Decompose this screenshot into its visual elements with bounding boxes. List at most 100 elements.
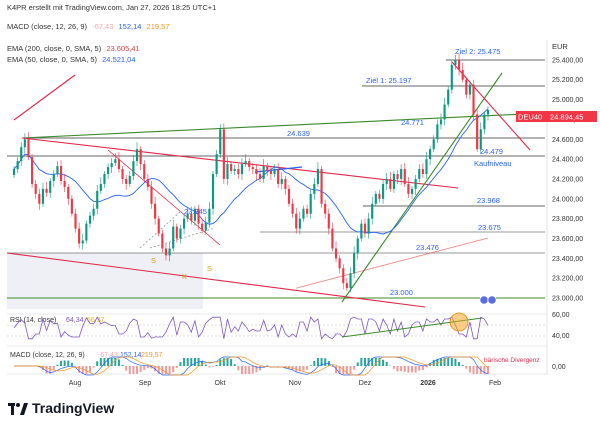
- candle: [132, 155, 135, 180]
- macd-bar: [284, 366, 287, 368]
- macd-bar: [212, 366, 215, 367]
- candle: [360, 219, 363, 242]
- macd-bar: [298, 366, 301, 372]
- macd-bar: [320, 358, 323, 366]
- macd-bar: [136, 366, 139, 374]
- macd-bar: [125, 366, 128, 371]
- x-tick-label: Dez: [359, 380, 372, 387]
- candle: [273, 164, 276, 177]
- label-23968: 23.968: [477, 196, 500, 205]
- legend-ema50-label: EMA (50, close, 0, SMA, 5): [7, 55, 98, 64]
- macd-bar: [233, 364, 236, 366]
- macd-bar: [132, 366, 135, 374]
- macd-bar: [411, 366, 414, 373]
- legend-ema200-value: 23.605,41: [106, 44, 140, 53]
- candle: [457, 53, 461, 76]
- candle: [23, 133, 26, 154]
- macd-bar: [74, 366, 77, 367]
- footer-brand[interactable]: TradingView: [8, 400, 114, 416]
- candle: [396, 170, 399, 184]
- ticker-price: 24.894,45: [550, 113, 583, 122]
- candle: [121, 166, 124, 184]
- candle: [154, 196, 157, 225]
- candle: [306, 204, 309, 218]
- candle: [334, 241, 338, 263]
- label-kaufniveau: Kaufniveau: [474, 159, 512, 168]
- macd-bar: [183, 358, 186, 366]
- y-tick-label: 24.400,00: [552, 157, 583, 164]
- candle: [172, 219, 175, 252]
- macd-bar: [382, 359, 385, 366]
- macd-bar: [255, 366, 258, 373]
- candle: [443, 97, 446, 126]
- macd-bar: [219, 359, 222, 366]
- candle: [371, 196, 374, 225]
- candle: [78, 222, 81, 249]
- candle: [237, 164, 240, 179]
- alert-markers[interactable]: [479, 295, 497, 305]
- candle: [320, 166, 323, 208]
- candle: [295, 207, 298, 234]
- label-24479: 24.479: [480, 147, 503, 156]
- macd-bar: [157, 366, 160, 374]
- macd-bar: [392, 366, 395, 369]
- candle: [454, 54, 457, 70]
- y-tick-label: 24.000,00: [552, 196, 583, 203]
- candle: [381, 178, 385, 204]
- legend-ema200[interactable]: EMA (200, close, 0, SMA, 5) 23.605,41: [7, 44, 143, 53]
- candle: [125, 174, 128, 190]
- macd-bar: [179, 362, 182, 366]
- candle: [345, 278, 348, 292]
- candle: [139, 146, 142, 171]
- y-tick-label: 23.800,00: [552, 216, 583, 223]
- macd-bar: [345, 366, 348, 374]
- macd-bar: [63, 360, 66, 366]
- candle: [468, 80, 471, 100]
- macd-bar: [349, 366, 352, 374]
- macd-bar: [226, 358, 229, 366]
- candle: [92, 203, 95, 221]
- candle: [353, 246, 356, 279]
- macd-bar: [454, 358, 457, 366]
- candle: [302, 205, 305, 222]
- macd-bar: [230, 359, 233, 366]
- macd-bar: [353, 366, 356, 370]
- macd-bar: [331, 366, 334, 368]
- candle: [38, 188, 41, 210]
- macd-tick-0: 0,00: [552, 364, 566, 371]
- candle: [240, 158, 244, 180]
- candle: [56, 161, 59, 177]
- candles: [12, 53, 490, 293]
- macd-bar: [302, 366, 305, 371]
- macd-bar: [45, 366, 48, 374]
- macd-bar: [150, 366, 153, 369]
- x-tick-label: Okt: [215, 380, 226, 387]
- candle: [400, 164, 403, 185]
- candle: [215, 150, 218, 177]
- rsi-label: RSI (14, close): [10, 317, 56, 324]
- macd-bar: [70, 362, 73, 366]
- marker-icon[interactable]: [479, 295, 489, 305]
- candle: [20, 142, 23, 167]
- pattern-label-s1: S: [151, 256, 156, 265]
- legend-ema50[interactable]: EMA (50, close, 0, SMA, 5) 24.521,04: [7, 55, 139, 64]
- macd-bar: [335, 366, 338, 374]
- candle: [201, 218, 204, 234]
- y-tick-label: 23.000,00: [552, 296, 583, 303]
- macd-bar: [425, 366, 428, 368]
- candle: [204, 216, 207, 235]
- candle: [135, 142, 139, 167]
- rsi-tick-40: 40,00: [552, 333, 570, 340]
- legend-macd-top[interactable]: MACD (close, 12, 26, 9) -67,43 152,14 21…: [7, 22, 173, 31]
- macd-bar: [432, 360, 435, 366]
- candle: [222, 123, 225, 184]
- candle: [486, 106, 490, 121]
- ema50-line: [13, 108, 489, 235]
- macd-bar: [266, 365, 269, 366]
- marker-icon[interactable]: [487, 295, 497, 305]
- macd-bar: [374, 358, 377, 366]
- macd-bar: [222, 358, 225, 366]
- macd-divergence-note: bärische Divergenz: [484, 357, 540, 364]
- green-trendline-upper: [21, 112, 546, 139]
